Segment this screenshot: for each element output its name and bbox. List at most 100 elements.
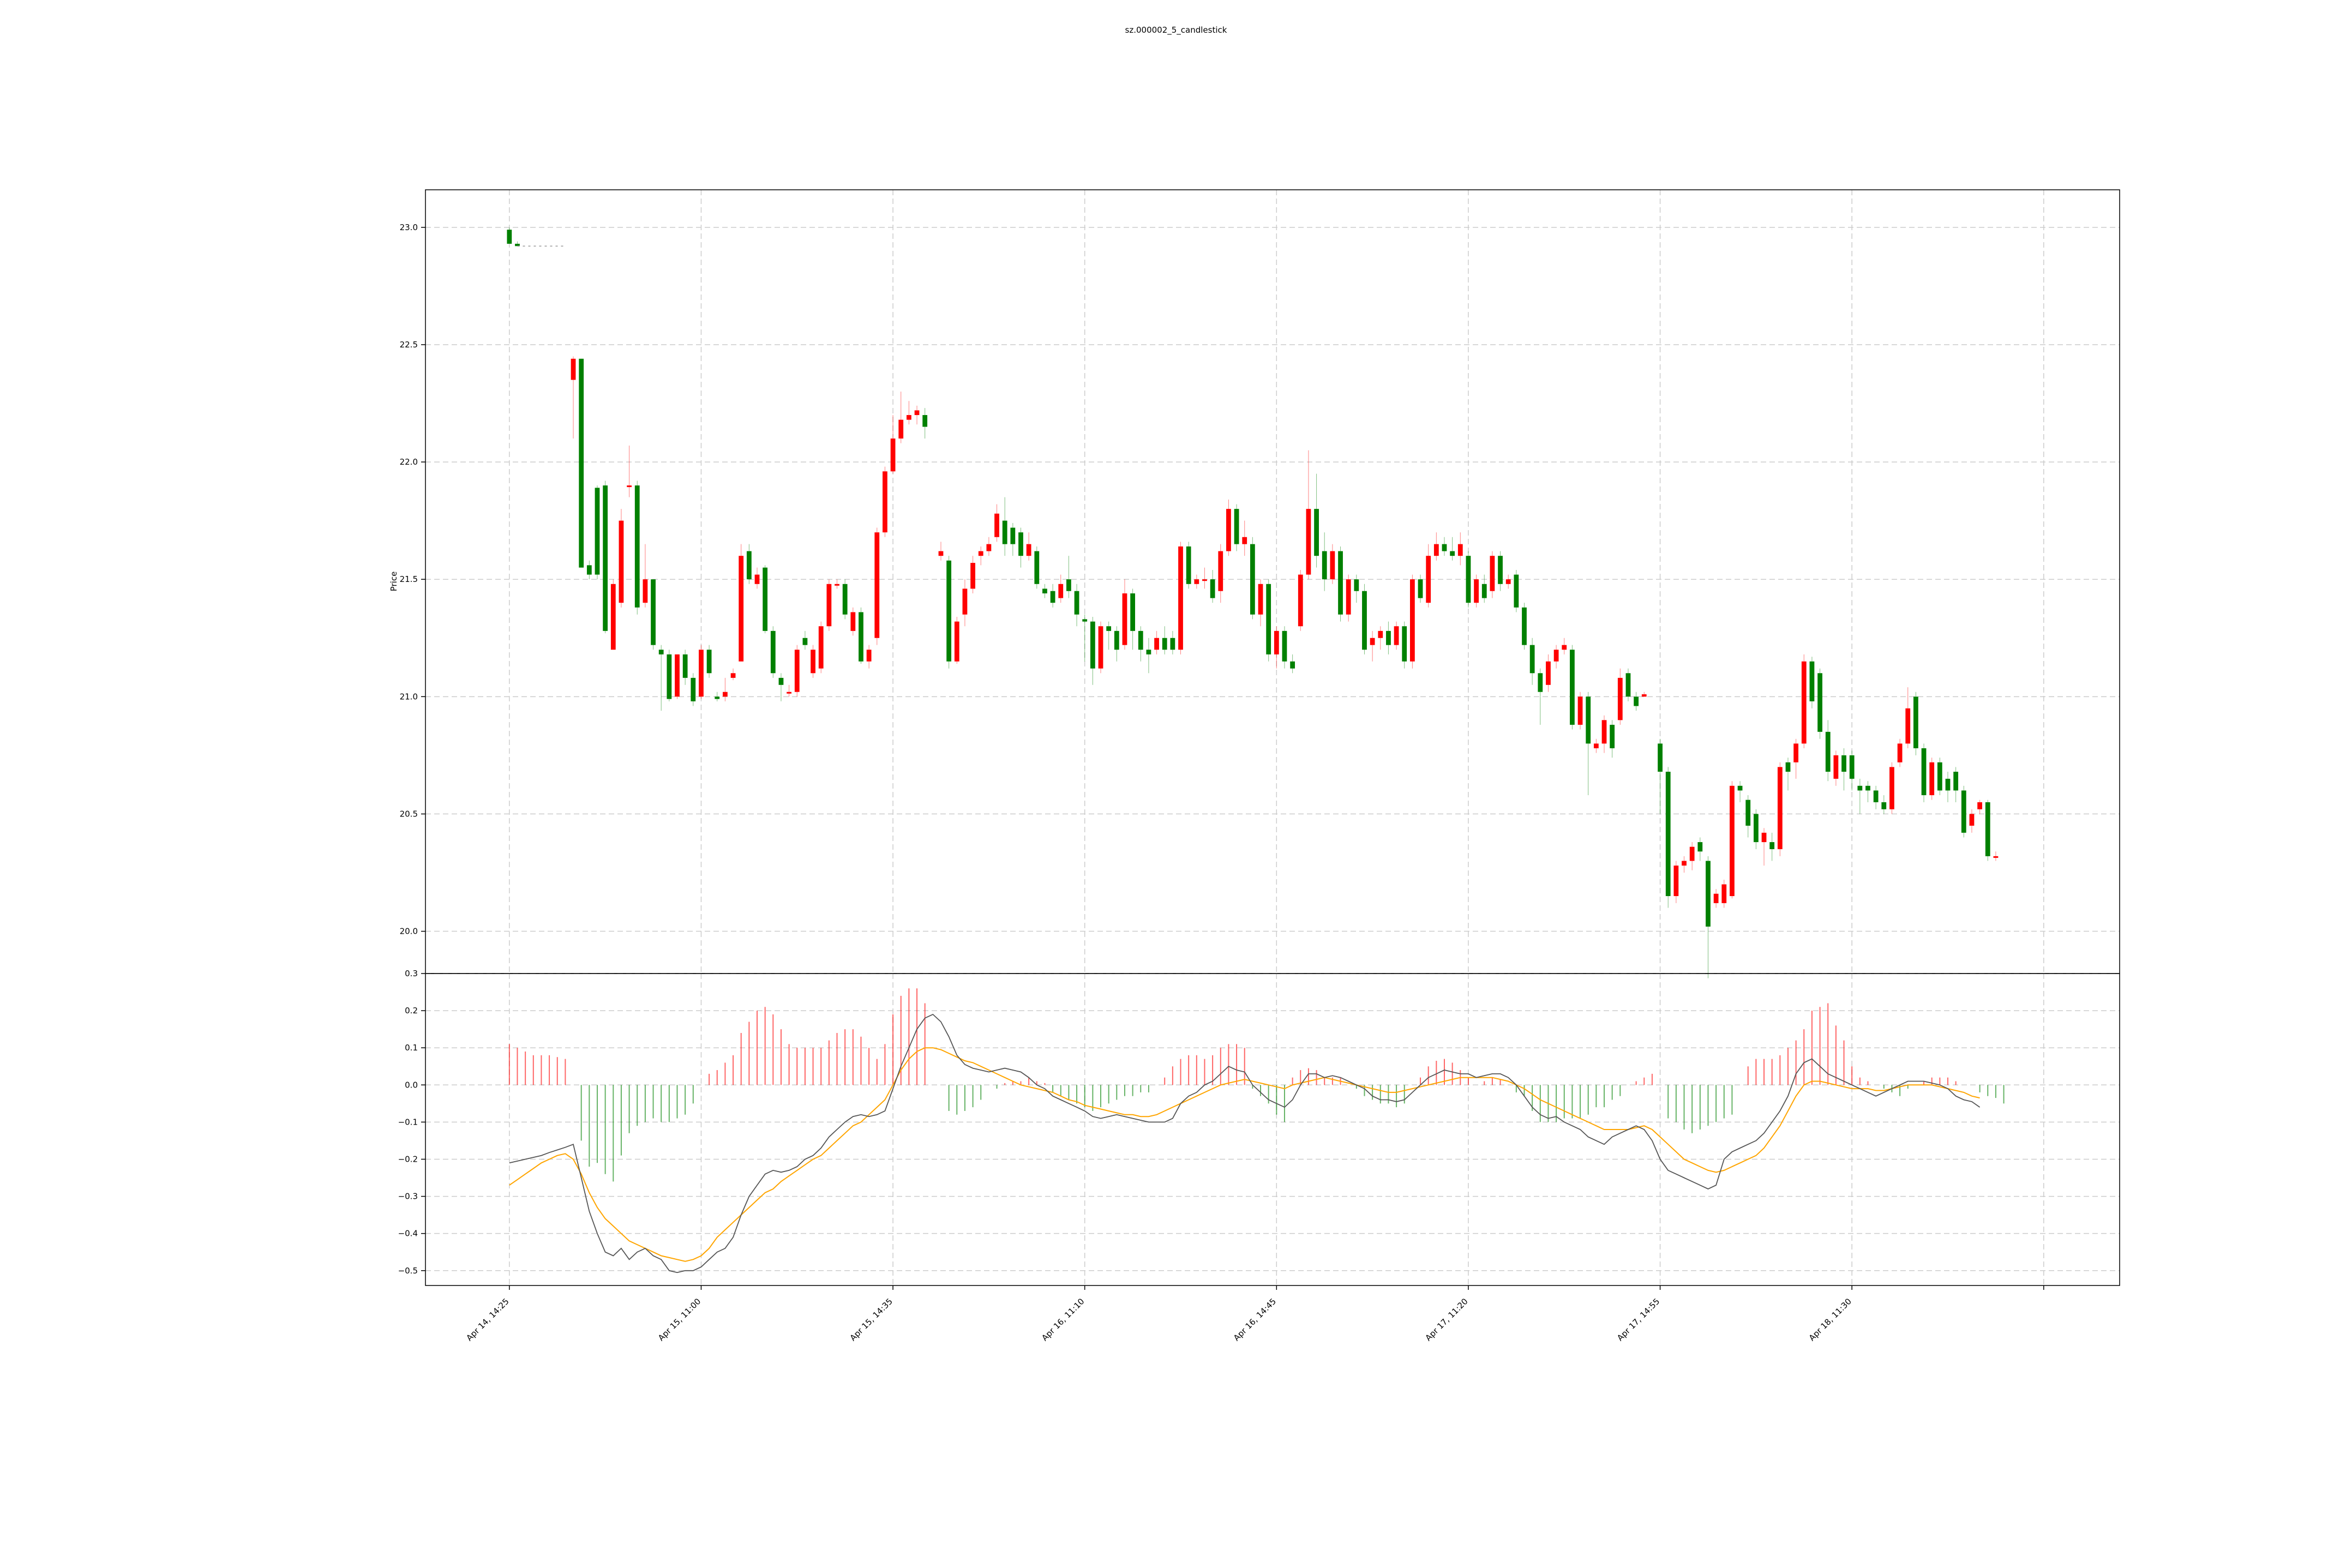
macd-y-tick-label: 0.2 — [405, 1006, 418, 1016]
candle-body — [1122, 593, 1127, 645]
candle-body — [1242, 537, 1247, 544]
candle-body — [1593, 743, 1599, 748]
candle-body — [922, 415, 928, 427]
macd-y-axis: −0.5 −0.4 −0.3 −0.2 −0.1 0.0 0.1 0.2 0.3 — [398, 969, 425, 1276]
candle-body — [811, 650, 815, 674]
candle-body — [1546, 661, 1551, 685]
candle-body — [778, 677, 784, 685]
candle-body — [1713, 893, 1719, 903]
candle-body — [1689, 846, 1695, 861]
candle-body — [1170, 638, 1175, 650]
chart-title: sz.000002_5_candlestick — [1125, 25, 1227, 35]
candle-body — [994, 513, 999, 537]
candle-body — [1514, 574, 1519, 608]
candle-body — [1098, 626, 1103, 669]
candle-body — [1074, 591, 1079, 615]
price-y-axis: 20.0 20.5 21.0 21.5 22.0 22.5 23.0 — [400, 223, 425, 936]
candle-body — [1090, 621, 1095, 669]
candle-body — [1977, 802, 1983, 809]
candle-body — [1538, 673, 1543, 692]
candle-body — [1993, 856, 1999, 858]
candle-body — [890, 438, 896, 472]
candle-body — [603, 485, 608, 631]
candle-body — [1306, 509, 1311, 575]
candle-body — [1433, 544, 1439, 556]
candle-body — [1865, 785, 1870, 791]
candle-body — [1481, 584, 1487, 598]
macd-plot-frame — [425, 973, 2120, 1286]
candle-body — [1282, 630, 1287, 662]
candle-body — [515, 243, 520, 247]
candle-body — [754, 574, 760, 584]
macd-y-tick-label: −0.4 — [398, 1229, 418, 1239]
candle-body — [1274, 630, 1279, 654]
candle-body — [1505, 579, 1511, 584]
candle-body — [1457, 544, 1463, 556]
candle-body — [906, 415, 911, 420]
candle-body — [1761, 832, 1767, 843]
candle-body — [1322, 551, 1327, 580]
candle-body — [1386, 630, 1391, 645]
candle-body — [1777, 767, 1783, 849]
candle-body — [1610, 724, 1615, 748]
candle-body — [874, 532, 880, 638]
candle-body — [1522, 607, 1527, 645]
candle-body — [1082, 619, 1088, 622]
candle-body — [691, 677, 696, 701]
candle-body — [595, 488, 600, 575]
candle-body — [914, 410, 920, 416]
candle-body — [1290, 661, 1295, 669]
candle-body — [787, 692, 792, 694]
candle-body — [946, 560, 952, 662]
candle-body — [1050, 591, 1055, 603]
candle-body — [610, 584, 616, 650]
candle-body — [1498, 556, 1503, 584]
candle-body — [770, 630, 776, 674]
candle-body — [763, 567, 768, 631]
candle-body — [715, 696, 720, 699]
candle-body — [1682, 861, 1687, 866]
candle-body — [1745, 800, 1751, 826]
candle-body — [1138, 630, 1143, 650]
candle-body — [1737, 785, 1743, 791]
candle-body — [818, 626, 824, 669]
candle-body — [978, 551, 983, 556]
candle-body — [1018, 532, 1023, 556]
candle-body — [1673, 866, 1679, 897]
candle-body — [1665, 771, 1671, 897]
candle-body — [1466, 556, 1471, 603]
candle-body — [1378, 630, 1383, 638]
candle-body — [1298, 574, 1303, 627]
x-tick-label: Apr 16, 11:10 — [1040, 1296, 1086, 1343]
x-tick-label: Apr 16, 14:45 — [1232, 1296, 1278, 1343]
candle-body — [954, 621, 959, 662]
candle-body — [1913, 696, 1918, 748]
candle-body — [1026, 544, 1031, 556]
candle-body — [507, 230, 512, 244]
candle-body — [1162, 638, 1167, 650]
macd-grid — [425, 973, 2120, 1285]
candle-body — [1202, 579, 1207, 581]
candle-body — [1570, 650, 1575, 725]
candle-body — [1553, 650, 1559, 662]
candle-body — [1418, 579, 1423, 598]
candle-body — [986, 544, 992, 551]
candle-body — [1058, 584, 1064, 598]
candle-body — [1394, 626, 1399, 645]
x-tick-label: Apr 15, 11:00 — [656, 1296, 703, 1343]
candle-body — [1066, 579, 1071, 591]
candle-body — [1154, 638, 1159, 650]
candle-body — [1617, 677, 1623, 720]
candle-body — [627, 485, 632, 488]
price-y-tick-label: 22.5 — [400, 340, 418, 350]
candle-body — [1897, 743, 1903, 762]
x-tick-label: Apr 14, 14:25 — [464, 1296, 511, 1343]
candle-body — [1929, 762, 1935, 796]
candle-body — [1370, 638, 1375, 645]
price-grid — [425, 190, 2120, 974]
macd-y-tick-label: −0.2 — [398, 1154, 418, 1164]
candle-body — [1258, 584, 1263, 615]
candle-body — [1889, 767, 1894, 809]
candle-body — [1186, 546, 1191, 584]
